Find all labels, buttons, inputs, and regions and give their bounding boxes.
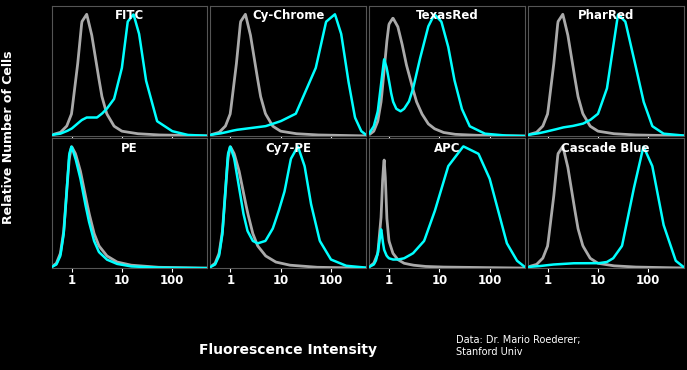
Text: TexasRed: TexasRed — [416, 10, 478, 23]
Text: Fluorescence Intensity: Fluorescence Intensity — [199, 343, 377, 357]
Text: Relative Number of Cells: Relative Number of Cells — [2, 50, 14, 223]
Text: APC: APC — [433, 142, 460, 155]
Text: Cy7-PE: Cy7-PE — [265, 142, 311, 155]
Text: Cy-Chrome: Cy-Chrome — [252, 10, 324, 23]
Text: Data: Dr. Mario Roederer;
Stanford Univ: Data: Dr. Mario Roederer; Stanford Univ — [456, 335, 581, 357]
Text: PharRed: PharRed — [577, 10, 634, 23]
Text: PE: PE — [121, 142, 138, 155]
Text: FITC: FITC — [115, 10, 144, 23]
Text: Cascade Blue: Cascade Blue — [561, 142, 650, 155]
